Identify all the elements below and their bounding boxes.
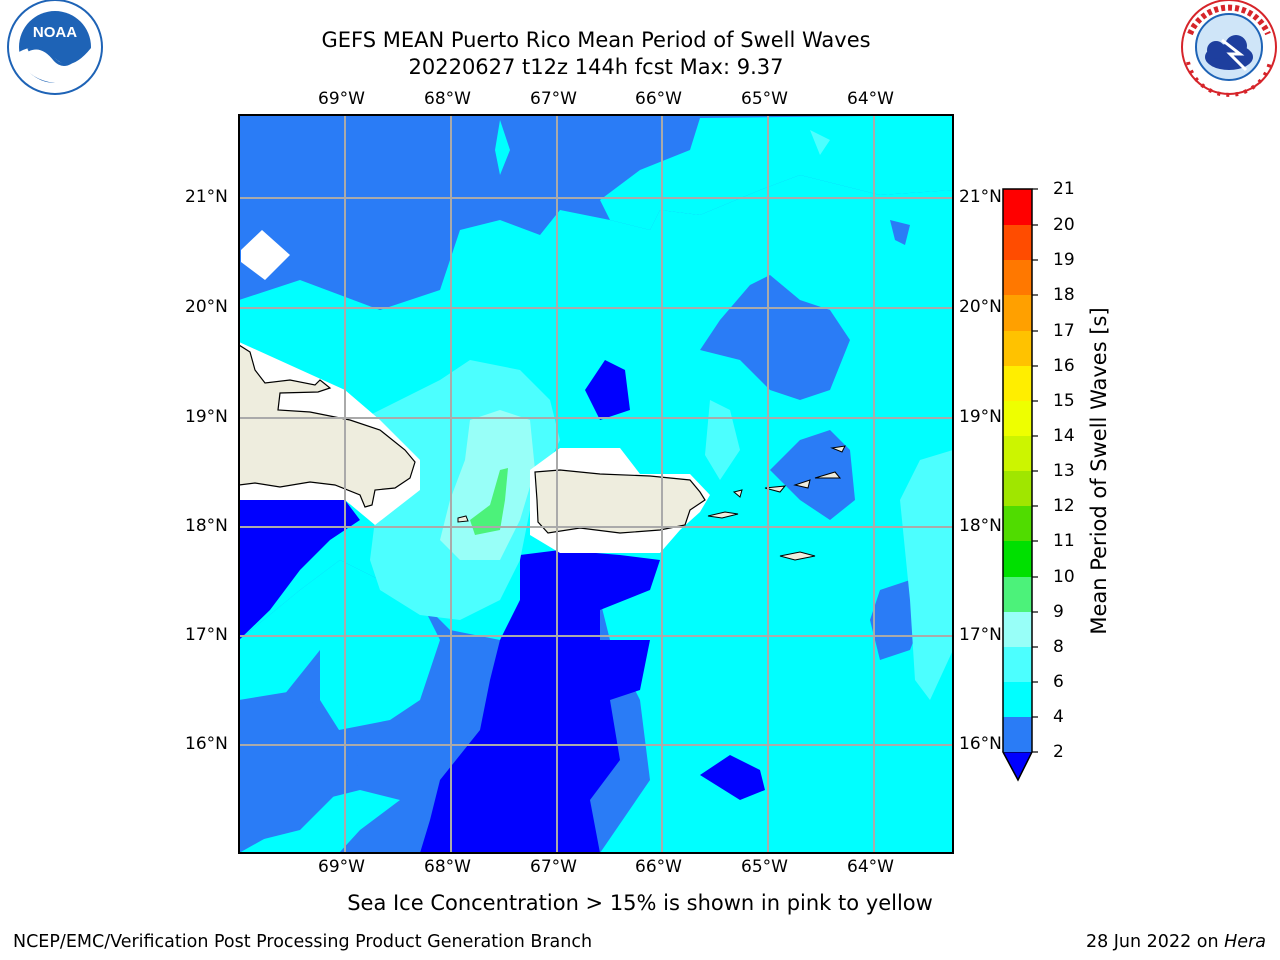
- colorbar: [1002, 188, 1038, 782]
- colorbar-tick-label: 13: [1053, 461, 1075, 481]
- lon-label-bottom: 68°W: [424, 857, 471, 877]
- lon-label-top: 68°W: [424, 89, 471, 109]
- lat-label-right: 19°N: [959, 407, 1002, 427]
- lon-label-bottom: 65°W: [741, 857, 788, 877]
- colorbar-tick-label: 16: [1053, 356, 1075, 376]
- colorbar-tick-label: 11: [1053, 531, 1075, 551]
- colorbar-tick-label: 10: [1053, 567, 1075, 587]
- lon-label-bottom: 64°W: [847, 857, 894, 877]
- colorbar-tick-label: 4: [1053, 707, 1064, 727]
- chart-subtitle: 20220627 t12z 144h fcst Max: 9.37: [408, 55, 784, 79]
- lat-label-left: 18°N: [185, 516, 228, 536]
- lon-label-top: 69°W: [318, 89, 365, 109]
- colorbar-tick-label: 18: [1053, 285, 1075, 305]
- contour-field: [239, 115, 953, 853]
- nws-logo: [1181, 0, 1277, 97]
- colorbar-tick-label: 19: [1053, 250, 1075, 270]
- lat-label-right: 20°N: [959, 297, 1002, 317]
- colorbar-tick-label: 12: [1053, 496, 1075, 516]
- lon-label-top: 65°W: [741, 89, 788, 109]
- lat-label-left: 17°N: [185, 625, 228, 645]
- lat-label-right: 17°N: [959, 625, 1002, 645]
- hispaniola-land: [239, 344, 416, 508]
- footer-credit: NCEP/EMC/Verification Post Processing Pr…: [13, 932, 593, 952]
- lon-label-bottom: 67°W: [530, 857, 577, 877]
- sea-ice-note: Sea Ice Concentration > 15% is shown in …: [347, 891, 933, 915]
- colorbar-tick-label: 15: [1053, 391, 1075, 411]
- lon-label-bottom: 66°W: [635, 857, 682, 877]
- lon-label-bottom: 69°W: [318, 857, 365, 877]
- lon-label-top: 66°W: [635, 89, 682, 109]
- puerto-rico-land: [534, 469, 706, 534]
- lat-label-left: 21°N: [185, 187, 228, 207]
- footer-date: 28 Jun 2022 on Hera: [1086, 932, 1266, 952]
- colorbar-tick-label: 17: [1053, 321, 1075, 341]
- lat-label-left: 19°N: [185, 407, 228, 427]
- footer-date-text: 28 Jun 2022 on: [1085, 932, 1225, 952]
- colorbar-tick-label: 8: [1053, 637, 1064, 657]
- colorbar-label: Mean Period of Swell Waves [s]: [1087, 307, 1111, 634]
- lon-label-top: 64°W: [847, 89, 894, 109]
- colorbar-tick-label: 20: [1053, 215, 1075, 235]
- map-frame: [238, 114, 954, 854]
- graticule: [239, 115, 953, 853]
- colorbar-tick-label: 21: [1053, 179, 1075, 199]
- svg-text:NOAA: NOAA: [33, 24, 77, 41]
- footer-machine: Hera: [1224, 932, 1266, 952]
- lat-label-right: 16°N: [959, 734, 1002, 754]
- lat-label-left: 16°N: [185, 734, 228, 754]
- lat-label-left: 20°N: [185, 297, 228, 317]
- colorbar-tick-label: 14: [1053, 426, 1075, 446]
- colorbar-tick-label: 6: [1053, 672, 1064, 692]
- colorbar-tick-label: 9: [1053, 602, 1064, 622]
- lon-label-top: 67°W: [530, 89, 577, 109]
- noaa-logo: NOAA: [7, 0, 103, 95]
- chart-title: GEFS MEAN Puerto Rico Mean Period of Swe…: [321, 28, 871, 52]
- colorbar-tick-label: 2: [1053, 742, 1064, 762]
- lat-label-right: 18°N: [959, 516, 1002, 536]
- lat-label-right: 21°N: [959, 187, 1002, 207]
